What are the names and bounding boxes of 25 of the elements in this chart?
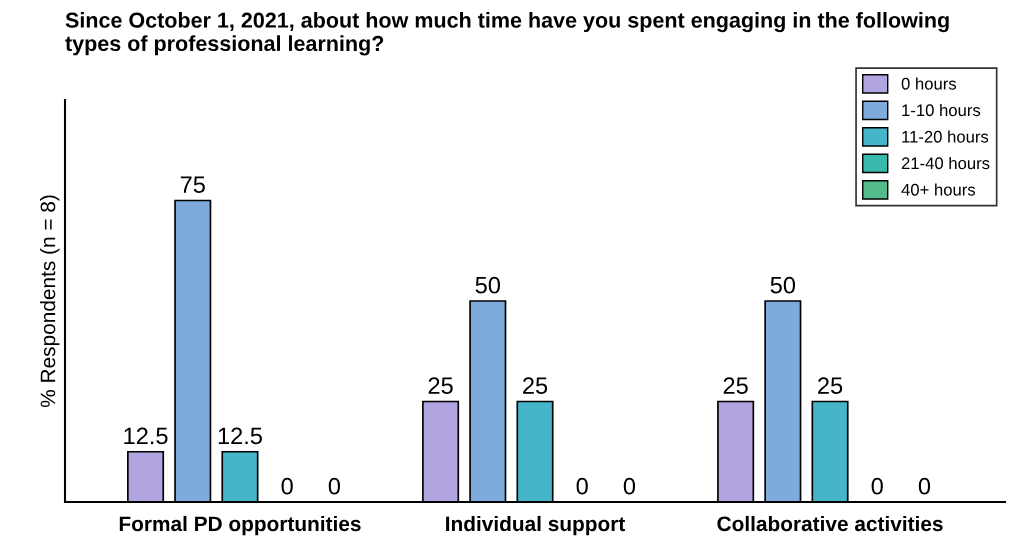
data-label: 0 <box>281 477 293 495</box>
data-label: 0 <box>918 477 931 495</box>
data-label: 0 <box>328 477 341 495</box>
y-axis-title: % Respondents (n = 8) <box>40 195 60 408</box>
data-label: 0 <box>576 477 588 495</box>
chart-title: Since October 1, 2021, about how much time have you spent engaging in the following types of professional learning? <box>65 12 949 56</box>
legend-label: 0 hours <box>901 77 957 90</box>
data-label: 0 <box>871 477 883 495</box>
data-label: 75 <box>180 176 205 194</box>
data-label: 25 <box>818 377 843 395</box>
legend-label: 21-40 hours <box>901 156 990 170</box>
data-label: 0 <box>623 477 636 495</box>
data-label: 12.5 <box>124 427 168 445</box>
x-tick-label: Collaborative activities <box>717 515 943 532</box>
legend-label: 1-10 hours <box>902 103 981 117</box>
legend-label: 40+ hours <box>901 183 976 196</box>
x-tick-label: Formal PD opportunities <box>119 515 361 536</box>
data-label: 25 <box>723 377 748 395</box>
data-label: 12.5 <box>218 427 262 445</box>
data-label: 50 <box>770 276 796 294</box>
data-label: 25 <box>428 377 453 395</box>
x-tick-label: Individual support <box>446 515 626 536</box>
legend-label: 11-20 hours <box>902 130 989 143</box>
data-label: 25 <box>523 377 548 395</box>
data-label: 50 <box>475 276 500 294</box>
